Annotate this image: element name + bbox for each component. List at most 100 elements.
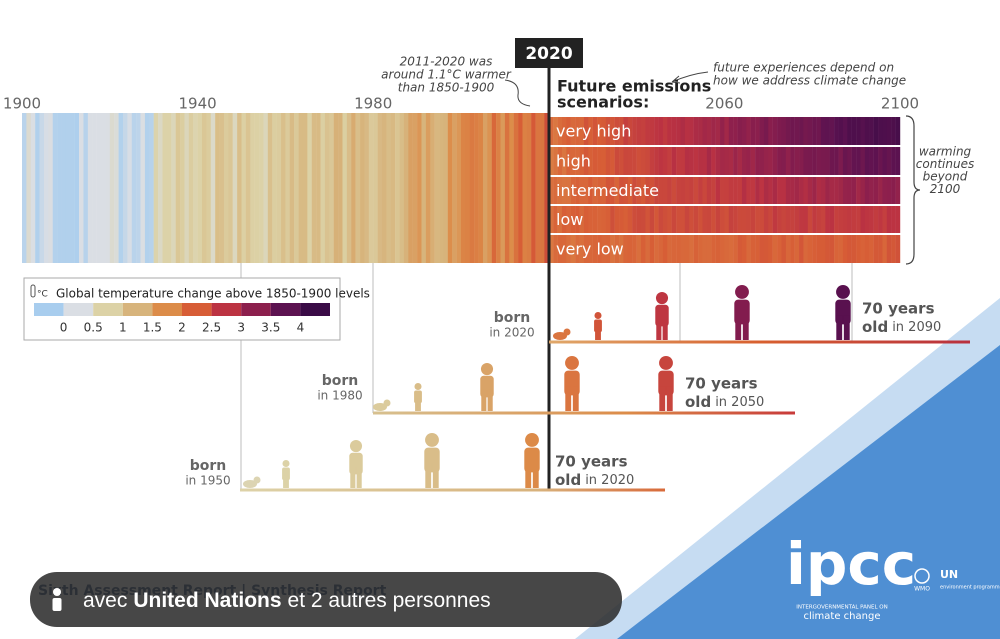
scenario-stripe <box>557 117 563 145</box>
scenario-stripe <box>684 177 690 204</box>
pill-background <box>30 572 622 627</box>
scenario-stripe <box>772 117 778 145</box>
pill-bold: United Nations <box>133 589 281 612</box>
legend-unit: °C <box>37 290 48 300</box>
scenario-stripe <box>790 177 795 204</box>
figure-leg <box>432 463 439 488</box>
person-icon-body <box>52 598 62 611</box>
scenario-stripe <box>601 117 607 145</box>
scenario-stripe <box>799 177 804 204</box>
legend-tick: 3.5 <box>261 321 280 335</box>
figure-body <box>243 480 257 488</box>
scenario-stripe <box>878 117 883 145</box>
axis-label: 2060 <box>705 95 743 113</box>
scenario-stripe <box>724 177 729 204</box>
scenario-stripe <box>873 206 879 233</box>
partner-wmo: WMO <box>914 586 930 593</box>
scenario-stripe <box>720 147 725 175</box>
stripe <box>408 113 413 263</box>
stripe <box>338 113 343 263</box>
note-right: future experiences depend on <box>713 61 894 75</box>
stripe <box>302 113 308 263</box>
stripe <box>188 113 194 263</box>
stripe <box>399 113 405 263</box>
stripe <box>228 113 233 263</box>
top-gap <box>548 113 900 117</box>
scenario-stripe <box>847 206 852 233</box>
scenario-stripe <box>566 235 571 263</box>
stripe <box>434 113 440 263</box>
scenario-stripe <box>597 206 602 233</box>
shared-by-pill[interactable]: avec United Nations et 2 autres personnes <box>30 572 622 627</box>
stripe <box>412 113 418 263</box>
scenario-stripe <box>768 147 773 175</box>
scenario-stripe <box>790 147 795 175</box>
stripe <box>491 113 497 263</box>
scenario-stripe <box>667 177 672 204</box>
scenario-stripe <box>856 147 861 175</box>
stripe <box>526 113 532 263</box>
scenario-stripe <box>698 177 703 204</box>
scenario-stripe <box>654 177 659 204</box>
note-right: how we address climate change <box>713 74 906 88</box>
scenario-stripe <box>636 235 642 263</box>
scenario-stripe <box>680 235 686 263</box>
scenario-stripe <box>636 117 642 145</box>
scenario-stripe <box>715 206 721 233</box>
stripe <box>294 113 299 263</box>
scenario-stripe <box>812 206 817 233</box>
scenario-stripe <box>895 117 901 145</box>
scenario-stripe <box>785 117 791 145</box>
scenario-stripe <box>847 147 852 175</box>
scenario-stripe <box>834 147 839 175</box>
scenario-stripe <box>610 147 615 175</box>
old-label: old <box>685 393 711 411</box>
scenario-stripe <box>882 235 888 263</box>
legend-tick: 1 <box>119 321 127 335</box>
scenario-stripe <box>724 235 729 263</box>
scenario-stripe <box>605 177 611 204</box>
stripe <box>206 113 211 263</box>
scenario-stripe <box>834 177 839 204</box>
scenario-stripe <box>807 177 813 204</box>
org-line: INTERGOVERNMENTAL PANEL ON <box>796 605 887 611</box>
scenario-stripe <box>803 206 809 233</box>
scenario-stripe <box>667 235 672 263</box>
person-figure <box>424 433 440 488</box>
scenario-stripe <box>632 147 637 175</box>
scenario-stripe <box>636 206 642 233</box>
figure-leg <box>662 318 668 340</box>
figure-head <box>659 356 673 370</box>
scenario-stripe <box>816 235 822 263</box>
scenario-stripe <box>667 206 672 233</box>
scenario-stripe <box>838 206 844 233</box>
figure-head <box>655 292 669 305</box>
scenario-stripe <box>676 147 681 175</box>
scenario-stripe <box>566 206 571 233</box>
scenario-stripe <box>869 117 874 145</box>
scenario-gap <box>548 233 900 235</box>
scenario-stripe <box>886 206 892 233</box>
scenario-stripe <box>671 177 677 204</box>
legend-tick: 2.5 <box>202 321 221 335</box>
scenario-stripe <box>715 177 721 204</box>
scenario-stripe <box>728 235 734 263</box>
stripe <box>74 113 80 263</box>
age-until: old in 2090 <box>862 318 941 336</box>
scenario-stripe <box>684 147 690 175</box>
figure-leg <box>525 463 532 488</box>
scenario-stripe <box>799 147 804 175</box>
stripe <box>26 113 31 263</box>
scenario-stripe <box>548 117 554 145</box>
scenario-stripe <box>583 147 589 175</box>
age-label: 70 years <box>555 453 628 471</box>
scenario-stripe <box>851 235 857 263</box>
stripe <box>83 113 89 263</box>
scenario-stripe <box>834 117 839 145</box>
scenario-stripe <box>632 117 637 145</box>
scenario-stripe <box>737 147 743 175</box>
thermometer <box>30 284 36 298</box>
scenario-stripe <box>829 235 835 263</box>
person-figure <box>655 292 669 340</box>
scenario-stripe <box>689 147 694 175</box>
